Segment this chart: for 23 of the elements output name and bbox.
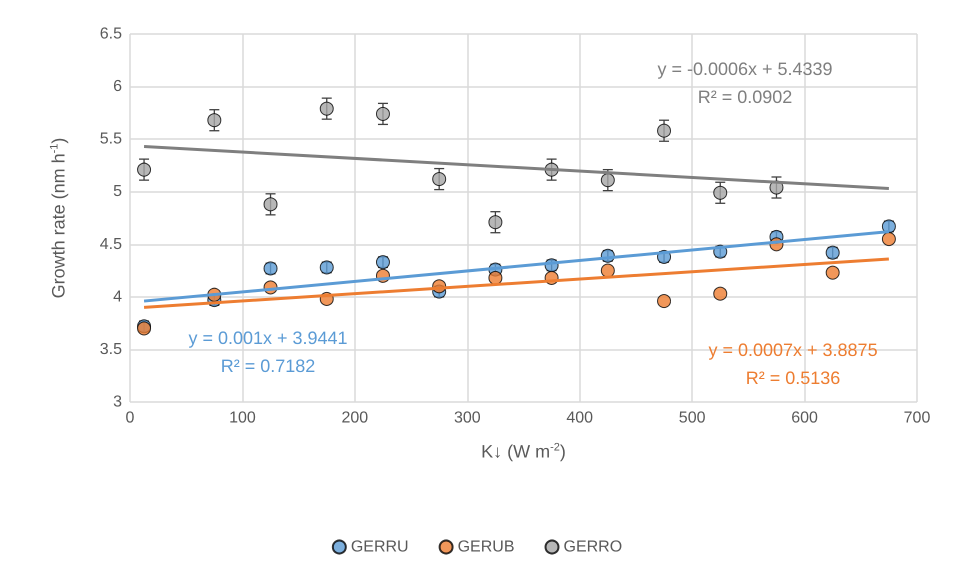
y-tick-label: 4.5 [100, 236, 122, 253]
y-tick-label: 3.5 [100, 340, 122, 358]
y-tick-label: 6 [113, 78, 122, 96]
legend-label: GERRU [350, 538, 409, 556]
annotation: y = -0.0006x + 5.4339 R² = 0.0902 [657, 59, 833, 107]
x-tick-label: 200 [342, 410, 368, 426]
y-tick-label: 5.5 [100, 130, 122, 148]
x-tick-label: 700 [904, 410, 930, 426]
y-axis-title: Growth rate (nm h-1) [48, 138, 68, 298]
x-tick-label: 400 [566, 410, 594, 426]
x-tick-label: 500 [678, 410, 706, 426]
x-tick-label: 100 [229, 410, 256, 426]
legend-label: GERRO [564, 538, 622, 556]
x-tick-label: 0 [126, 410, 135, 426]
y-tick-label: 5 [113, 183, 122, 200]
x-tick-label: 600 [791, 410, 818, 426]
y-tick-label: 4 [113, 288, 122, 306]
annotation: y = 0.0007x + 3.8875 R² = 0.5136 [708, 340, 878, 388]
y-tick-label: 6.5 [100, 26, 122, 42]
x-tick-label: 300 [454, 410, 481, 426]
y-tick-label: 3 [113, 394, 122, 410]
legend-label: GERUB [458, 538, 515, 556]
annotation: y = 0.001x + 3.9441 R² = 0.7182 [188, 328, 348, 376]
